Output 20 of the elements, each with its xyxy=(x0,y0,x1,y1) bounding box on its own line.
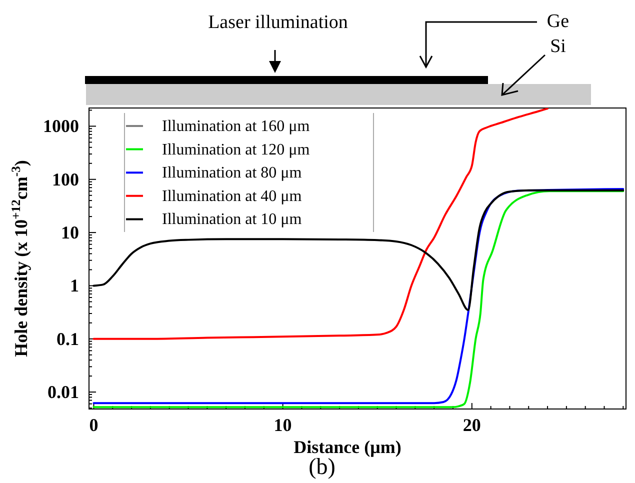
text: Ge xyxy=(546,11,570,32)
y-tick-label: 10 xyxy=(61,222,79,243)
x-axis-title: Distance (μm) xyxy=(294,437,402,457)
text: (b) xyxy=(308,454,336,479)
x-tick-label: 10 xyxy=(274,415,292,435)
legend-label: Illumination at 80 μm xyxy=(162,164,302,182)
y-tick-label: 0.01 xyxy=(48,382,79,402)
text: Si xyxy=(550,36,566,57)
x-tick-label: 20 xyxy=(462,415,481,435)
legend-label: Illumination at 10 μm xyxy=(162,211,302,228)
y-tick-label: 1 xyxy=(70,276,79,296)
legend-label: Illumination at 160 μm xyxy=(162,118,310,135)
y-tick-label: 100 xyxy=(52,169,79,190)
y-tick-label: 0.1 xyxy=(56,328,79,349)
legend-label: Illumination at 120 μm xyxy=(162,141,310,158)
x-tick-label: 0 xyxy=(89,415,98,435)
y-tick-label: 1000 xyxy=(43,116,79,136)
text: Laser illumination xyxy=(208,12,348,33)
line-series xyxy=(92,108,549,340)
legend-label: Illumination at 40 μm xyxy=(162,188,302,205)
